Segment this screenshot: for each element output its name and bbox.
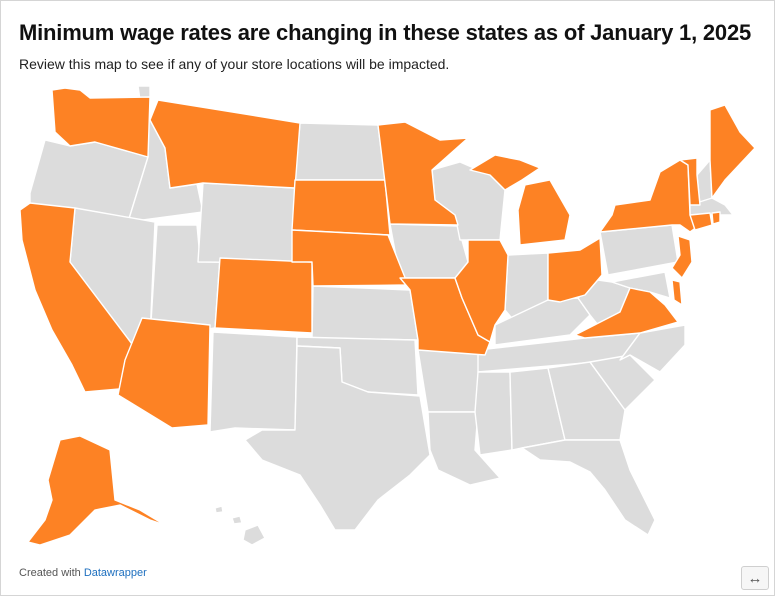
- state-CO[interactable]: [214, 257, 313, 334]
- state-WY[interactable]: [197, 182, 296, 264]
- state-VT[interactable]: [679, 157, 701, 206]
- state-WA[interactable]: [51, 87, 151, 158]
- state-DE[interactable]: [671, 279, 683, 306]
- state-NJ[interactable]: [671, 235, 693, 279]
- us-state-map: [19, 85, 756, 546]
- state-MS[interactable]: [474, 371, 513, 456]
- state-TX[interactable]: [244, 345, 431, 531]
- state-HI-big[interactable]: [242, 524, 266, 546]
- state-AR[interactable]: [417, 349, 486, 413]
- chart-title: Minimum wage rates are changing in these…: [19, 20, 752, 45]
- state-FL[interactable]: [521, 439, 656, 536]
- state-MT[interactable]: [149, 99, 301, 189]
- state-NY[interactable]: [599, 159, 701, 233]
- state-VA[interactable]: [574, 287, 679, 339]
- state-GA[interactable]: [547, 361, 626, 441]
- resize-arrows-icon[interactable]: ↔: [741, 566, 769, 590]
- state-MI-lower[interactable]: [517, 179, 571, 246]
- state-CA[interactable]: [19, 202, 139, 393]
- state-PA[interactable]: [599, 224, 679, 276]
- state-AK[interactable]: [27, 435, 166, 546]
- chart-subtitle: Review this map to see if any of your st…: [19, 56, 450, 72]
- state-OH[interactable]: [547, 237, 603, 303]
- credit-line: Created with Datawrapper: [19, 567, 147, 579]
- state-CT[interactable]: [689, 212, 713, 231]
- states-changing: [19, 87, 756, 546]
- credit-prefix: Created with: [19, 567, 84, 579]
- state-SC[interactable]: [589, 354, 656, 411]
- state-MD[interactable]: [611, 271, 671, 299]
- state-HI-oahu[interactable]: [214, 505, 224, 514]
- state-AZ[interactable]: [117, 317, 211, 429]
- state-IL[interactable]: [454, 239, 509, 343]
- datawrapper-link[interactable]: Datawrapper: [83, 567, 147, 579]
- states-not-changing: [29, 85, 734, 546]
- state-NM[interactable]: [209, 331, 298, 433]
- state-ME[interactable]: [709, 104, 756, 199]
- state-KS[interactable]: [311, 285, 419, 341]
- state-HI-maui[interactable]: [231, 515, 243, 525]
- state-NE[interactable]: [291, 229, 409, 287]
- state-MN[interactable]: [377, 121, 469, 226]
- state-MI-upper[interactable]: [469, 154, 541, 191]
- state-SD[interactable]: [291, 179, 391, 236]
- state-ND[interactable]: [294, 122, 386, 181]
- state-RI[interactable]: [711, 211, 721, 225]
